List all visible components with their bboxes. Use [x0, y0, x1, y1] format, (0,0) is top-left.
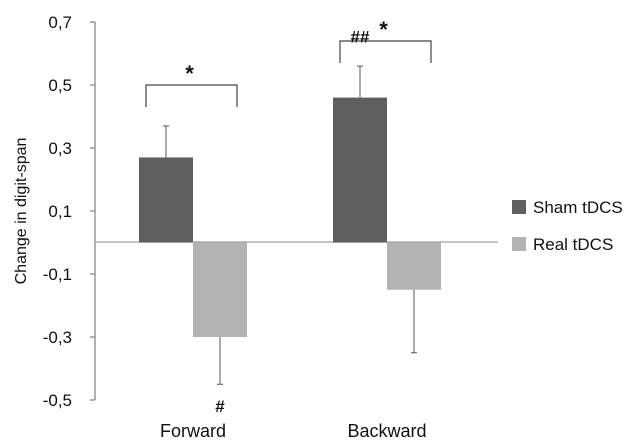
legend: Sham tDCS Real tDCS — [512, 198, 623, 254]
y-tick-label: 0,7 — [48, 13, 72, 32]
significance-star: * — [185, 61, 194, 86]
y-tick-label: -0,5 — [43, 391, 72, 410]
y-tick-label: 0,1 — [48, 202, 72, 221]
bar-real-forward — [193, 242, 247, 337]
y-axis-label: Change in digit-span — [13, 138, 30, 285]
legend-swatch — [512, 237, 526, 251]
legend-swatch — [512, 200, 526, 214]
y-tick-label: -0,3 — [43, 328, 72, 347]
y-tick-label: -0,1 — [43, 265, 72, 284]
significance-hash: ## — [351, 28, 370, 47]
x-category-label: Backward — [347, 421, 426, 440]
bar-sham-forward — [139, 157, 193, 243]
bar-sham-backward — [333, 97, 387, 243]
legend-label: Real tDCS — [533, 235, 613, 254]
bar-real-backward — [387, 242, 441, 290]
significance-annotations: **### — [145, 17, 432, 416]
significance-star: * — [379, 17, 388, 42]
x-category-label: Forward — [160, 421, 226, 440]
bars — [139, 97, 441, 337]
category-labels: Forward Backward — [160, 421, 427, 440]
significance-hash: # — [215, 397, 225, 416]
significance-bracket — [339, 40, 432, 63]
significance-bracket — [145, 84, 238, 107]
y-tick-label: 0,5 — [48, 76, 72, 95]
legend-label: Sham tDCS — [533, 198, 623, 217]
y-tick-label: 0,3 — [48, 139, 72, 158]
y-axis-ticks: 0,7 0,5 0,3 0,1 -0,1 -0,3 -0,5 — [43, 13, 95, 410]
error-bars — [163, 65, 417, 385]
